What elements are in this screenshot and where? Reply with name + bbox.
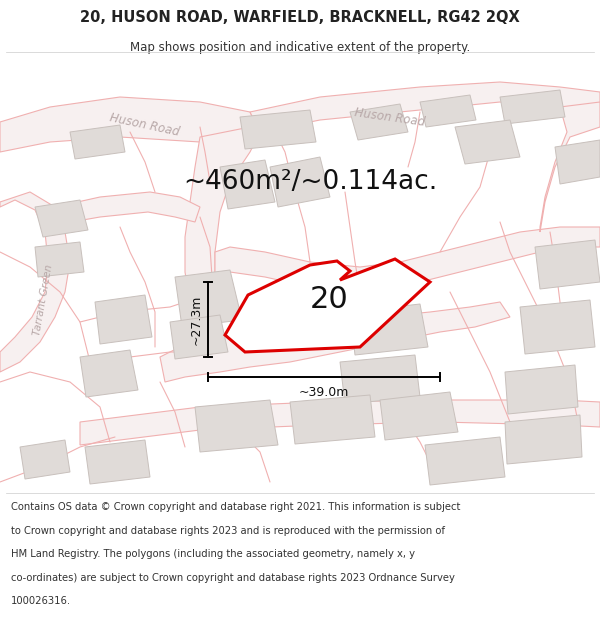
Text: ~39.0m: ~39.0m bbox=[299, 386, 349, 399]
Polygon shape bbox=[160, 302, 510, 382]
Text: 100026316.: 100026316. bbox=[11, 596, 71, 606]
Polygon shape bbox=[170, 315, 228, 359]
Polygon shape bbox=[505, 365, 578, 414]
Polygon shape bbox=[80, 350, 138, 397]
Polygon shape bbox=[380, 392, 458, 440]
Polygon shape bbox=[35, 242, 84, 277]
Polygon shape bbox=[350, 104, 408, 140]
Text: Map shows position and indicative extent of the property.: Map shows position and indicative extent… bbox=[130, 41, 470, 54]
Polygon shape bbox=[220, 160, 275, 209]
Polygon shape bbox=[240, 110, 316, 149]
Text: co-ordinates) are subject to Crown copyright and database rights 2023 Ordnance S: co-ordinates) are subject to Crown copyr… bbox=[11, 572, 455, 582]
Polygon shape bbox=[80, 400, 600, 445]
Polygon shape bbox=[420, 95, 476, 127]
Polygon shape bbox=[290, 395, 375, 444]
Polygon shape bbox=[270, 157, 330, 207]
Polygon shape bbox=[0, 192, 70, 372]
Polygon shape bbox=[535, 240, 600, 289]
Polygon shape bbox=[350, 304, 428, 355]
Text: ~460m²/~0.114ac.: ~460m²/~0.114ac. bbox=[183, 169, 437, 195]
Text: 20, HUSON ROAD, WARFIELD, BRACKNELL, RG42 2QX: 20, HUSON ROAD, WARFIELD, BRACKNELL, RG4… bbox=[80, 11, 520, 26]
Text: to Crown copyright and database rights 2023 and is reproduced with the permissio: to Crown copyright and database rights 2… bbox=[11, 526, 445, 536]
Polygon shape bbox=[500, 90, 565, 124]
Polygon shape bbox=[540, 102, 600, 232]
Text: Contains OS data © Crown copyright and database right 2021. This information is : Contains OS data © Crown copyright and d… bbox=[11, 503, 460, 512]
Polygon shape bbox=[555, 140, 600, 184]
Polygon shape bbox=[215, 227, 600, 292]
Polygon shape bbox=[250, 82, 600, 132]
Polygon shape bbox=[195, 400, 278, 452]
Text: Huson Road: Huson Road bbox=[109, 111, 181, 139]
Polygon shape bbox=[455, 120, 520, 164]
Text: Tarrant Green: Tarrant Green bbox=[32, 264, 54, 336]
Polygon shape bbox=[95, 295, 152, 344]
Polygon shape bbox=[175, 270, 242, 327]
Polygon shape bbox=[340, 355, 420, 404]
Polygon shape bbox=[520, 300, 595, 354]
Polygon shape bbox=[70, 125, 125, 159]
Polygon shape bbox=[0, 97, 260, 152]
Text: ~27.3m: ~27.3m bbox=[190, 294, 203, 345]
Polygon shape bbox=[425, 437, 505, 485]
Text: Huson Road: Huson Road bbox=[354, 106, 426, 128]
Text: HM Land Registry. The polygons (including the associated geometry, namely x, y: HM Land Registry. The polygons (includin… bbox=[11, 549, 415, 559]
Polygon shape bbox=[185, 127, 260, 327]
Polygon shape bbox=[505, 415, 582, 464]
Polygon shape bbox=[225, 259, 430, 352]
Polygon shape bbox=[35, 200, 88, 237]
Polygon shape bbox=[20, 440, 70, 479]
Text: 20: 20 bbox=[310, 285, 349, 314]
Polygon shape bbox=[55, 192, 200, 224]
Polygon shape bbox=[85, 440, 150, 484]
